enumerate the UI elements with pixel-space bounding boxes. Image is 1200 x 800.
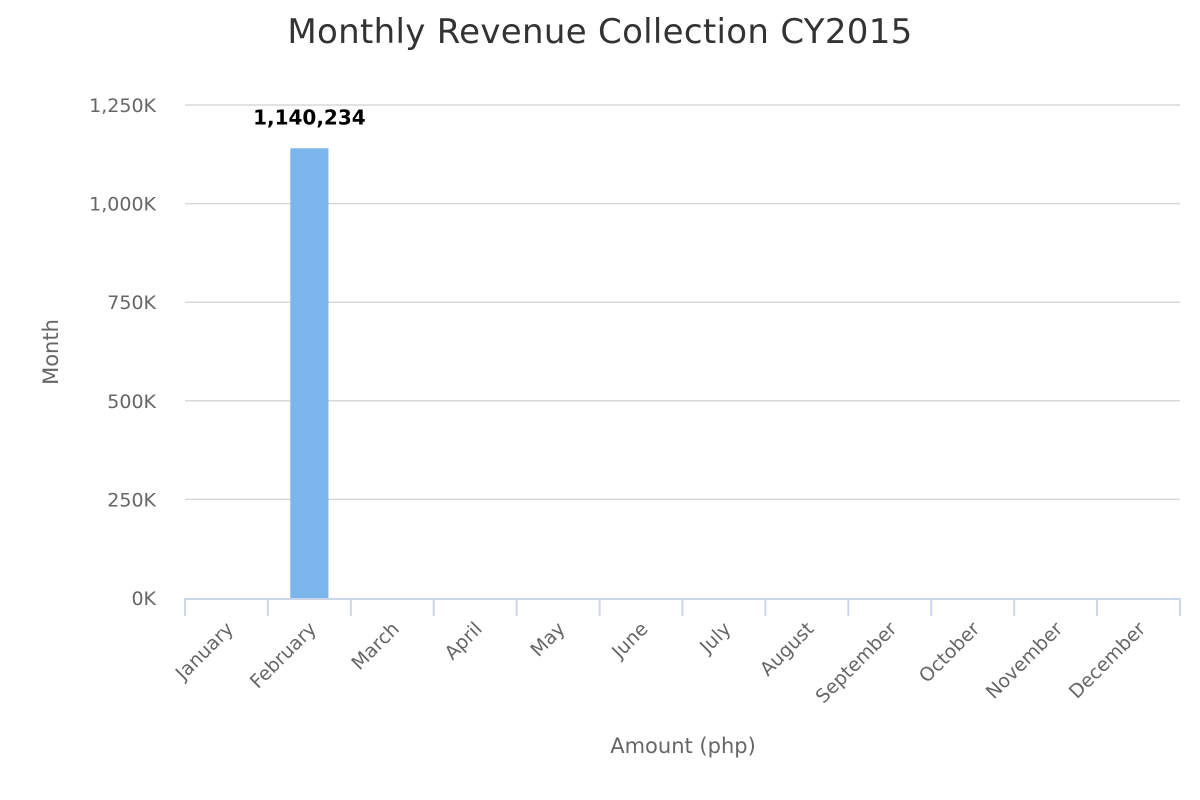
y-axis-title: Month <box>39 319 63 385</box>
x-tick-label: August <box>756 618 819 681</box>
y-tick-label: 1,000K <box>89 194 156 216</box>
y-axis-ticks: 0K 250K 500K 750K 1,000K 1,250K <box>89 95 156 610</box>
x-tick-label: June <box>607 618 653 664</box>
x-tick-label: October <box>915 618 984 687</box>
x-tick-label: May <box>526 618 569 661</box>
x-tick-label: February <box>246 618 321 693</box>
x-tick-label: July <box>695 618 735 658</box>
y-tick-label: 500K <box>107 391 156 413</box>
bar-february[interactable] <box>290 148 329 598</box>
y-tick-label: 0K <box>131 588 156 610</box>
x-axis <box>184 598 1181 616</box>
y-tick-label: 1,250K <box>89 95 156 117</box>
x-tick-label: November <box>982 618 1068 704</box>
x-tick-label: January <box>171 618 238 685</box>
grid-lines <box>185 104 1180 501</box>
x-tick-label: September <box>812 618 902 708</box>
x-tick-label: April <box>440 618 486 664</box>
x-axis-ticks: January February March April May June July Augu… <box>171 618 1150 708</box>
x-axis-title: Amount (php) <box>610 734 756 758</box>
x-tick-label: March <box>347 618 404 675</box>
y-tick-label: 750K <box>107 292 156 314</box>
x-tick-label: December <box>1065 618 1150 703</box>
data-label: 1,140,234 <box>253 105 366 129</box>
bar-series <box>290 148 329 598</box>
data-labels: 1,140,234 <box>253 105 366 129</box>
y-tick-label: 250K <box>107 489 156 511</box>
chart-title: Monthly Revenue Collection CY2015 <box>287 12 913 52</box>
